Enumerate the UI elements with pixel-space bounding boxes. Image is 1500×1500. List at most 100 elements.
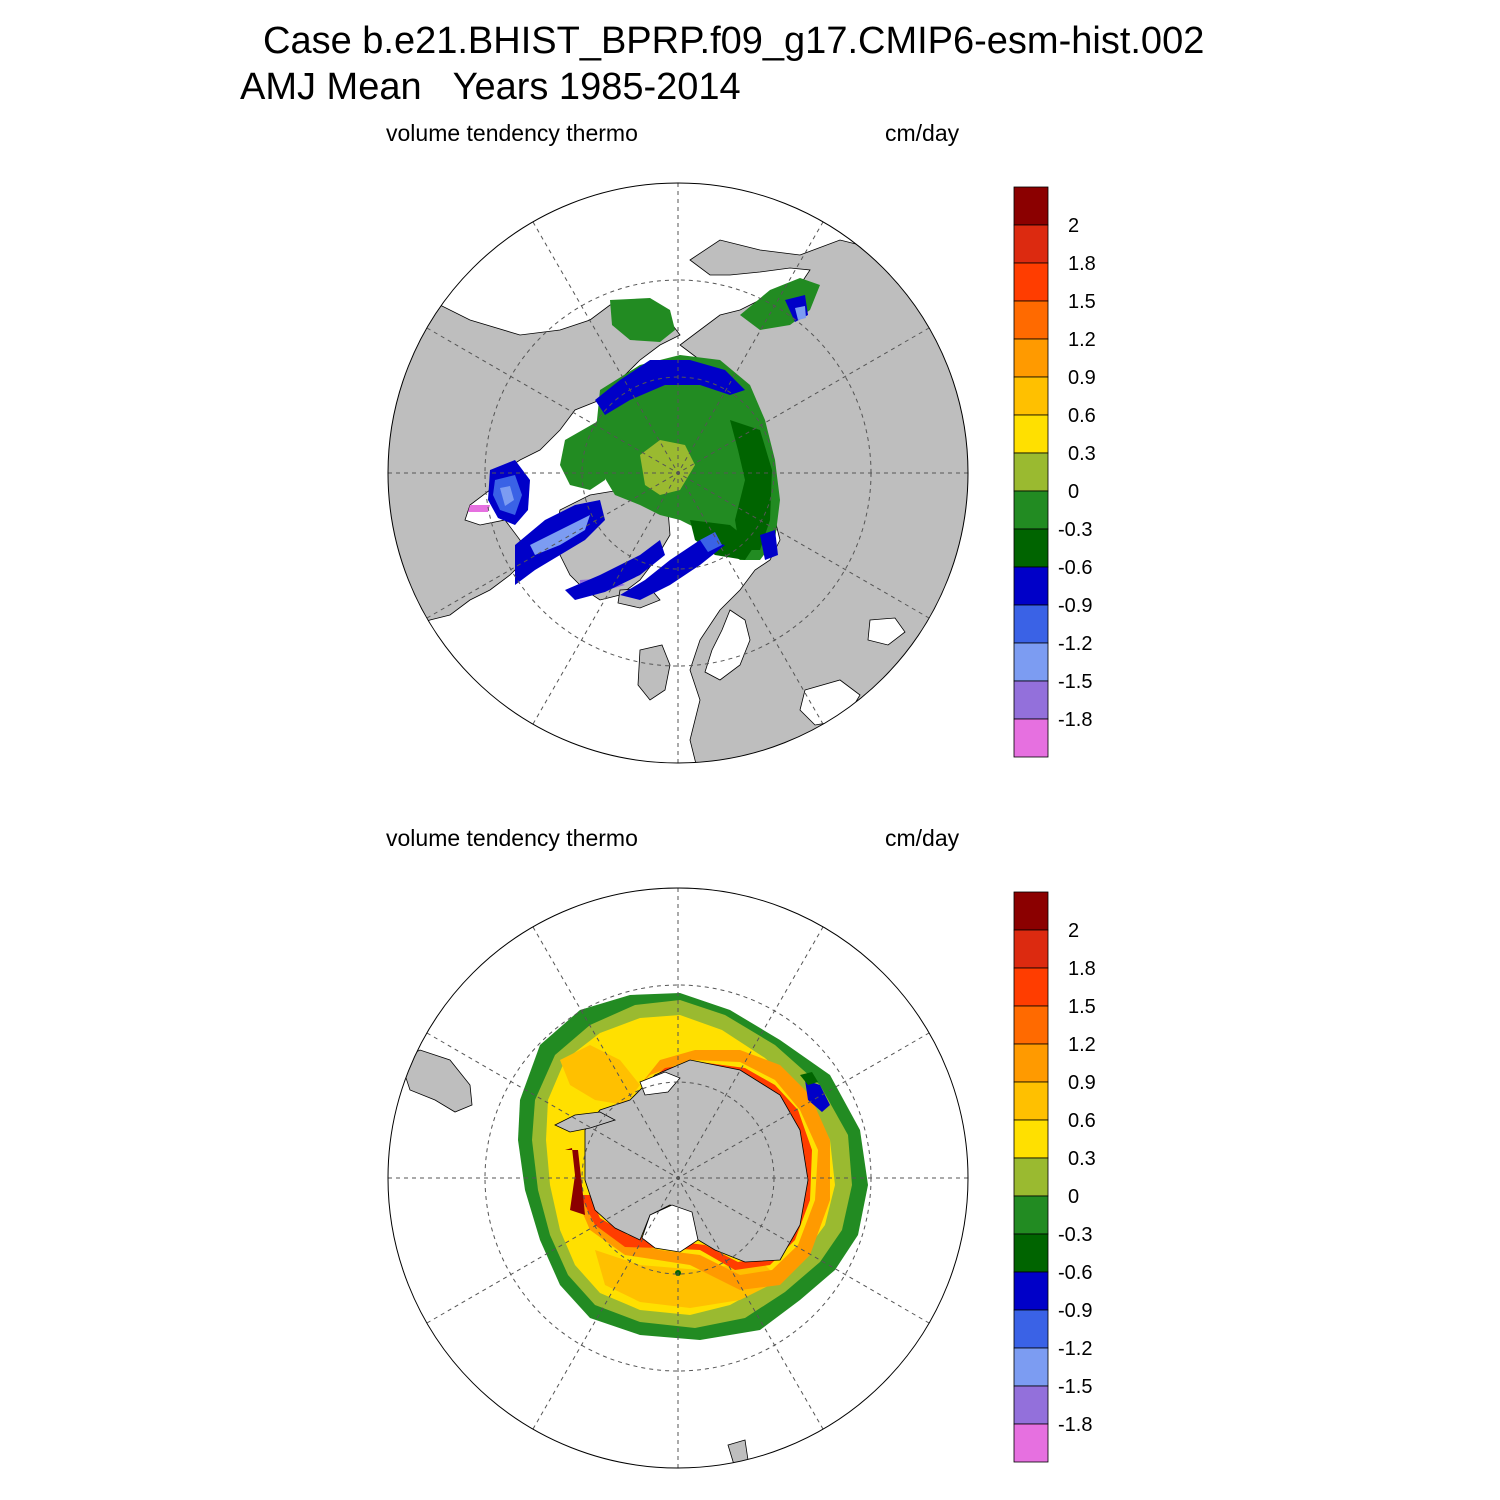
nh-colorbar-box-1 bbox=[1013, 224, 1049, 264]
nh-colorbar-label-1: 1.8 bbox=[1068, 253, 1096, 275]
sh-ross-ice-shelf bbox=[641, 1204, 699, 1253]
sh-ice-coast-darkred-left bbox=[565, 1148, 585, 1215]
nh-colorbar-label-13: -1.8 bbox=[1058, 709, 1092, 731]
sh-colorbar-box-5 bbox=[1013, 1081, 1049, 1121]
nh-colorbar-box-9 bbox=[1013, 528, 1049, 568]
sh-colorbar-box-4 bbox=[1013, 1043, 1049, 1083]
sh-colorbar: 2 1.8 1.5 1.2 0.9 0.6 0.3 0 -0.3 -0.6 -0.9 -1.2 -1.5… bbox=[1013, 891, 1096, 1463]
sh-colorbar-box-13 bbox=[1013, 1385, 1049, 1425]
nh-colorbar-label-7: 0 bbox=[1068, 481, 1079, 503]
nh-colorbar-box-14 bbox=[1013, 718, 1049, 758]
nh-ice-blue-rim-top bbox=[595, 360, 745, 415]
sh-map-border bbox=[387, 887, 969, 1469]
nh-ice-blue-patch-right bbox=[700, 532, 722, 552]
sh-colorbar-label-9: -0.6 bbox=[1058, 1262, 1092, 1284]
nh-colorbar-box-4 bbox=[1013, 338, 1049, 378]
sh-colorbar-box-2 bbox=[1013, 967, 1049, 1007]
nh-colorbar-box-6 bbox=[1013, 414, 1049, 454]
nh-colorbar-label-9: -0.6 bbox=[1058, 557, 1092, 579]
sh-colorbar-box-14 bbox=[1013, 1423, 1049, 1463]
nh-colorbar-box-13 bbox=[1013, 680, 1049, 720]
sh-variable-label: volume tendency thermo bbox=[386, 825, 638, 851]
nh-land-north-america bbox=[388, 299, 681, 641]
nh-colorbar-label-4: 0.9 bbox=[1068, 367, 1096, 389]
sh-colorbar-label-12: -1.5 bbox=[1058, 1376, 1092, 1398]
sh-ice-orange-light bbox=[560, 1045, 640, 1105]
nh-colorbar-box-0 bbox=[1013, 186, 1049, 226]
nh-ice-blue-rim-right bbox=[760, 530, 778, 560]
nh-colorbar-box-5 bbox=[1013, 376, 1049, 416]
nh-map-content bbox=[388, 239, 968, 763]
nh-graticule bbox=[388, 183, 968, 763]
sh-colorbar-box-3 bbox=[1013, 1005, 1049, 1045]
sh-graticule bbox=[388, 888, 968, 1468]
sh-colorbar-box-0 bbox=[1013, 891, 1049, 931]
period-title: AMJ Mean Years 1985-2014 bbox=[240, 66, 741, 108]
nh-map-border bbox=[387, 182, 969, 764]
nh-colorbar-box-12 bbox=[1013, 642, 1049, 682]
nh-colorbar-label-12: -1.5 bbox=[1058, 671, 1092, 693]
nh-colorbar-label-10: -0.9 bbox=[1058, 595, 1092, 617]
nh-land-eurasia bbox=[679, 239, 968, 763]
sh-colorbar-box-12 bbox=[1013, 1347, 1049, 1387]
sh-land-islands bbox=[727, 1439, 749, 1468]
nh-ice-center-light bbox=[640, 440, 695, 495]
sh-colorbar-label-10: -0.9 bbox=[1058, 1300, 1092, 1322]
sh-colorbar-label-6: 0.3 bbox=[1068, 1148, 1096, 1170]
nh-ice-dark-band-bottom bbox=[690, 520, 755, 560]
sh-units-label: cm/day bbox=[885, 825, 960, 851]
sh-colorbar-box-9 bbox=[1013, 1233, 1049, 1273]
nh-ice-hudson-pink bbox=[468, 505, 490, 512]
sh-ice-dark-green-patch bbox=[800, 1072, 818, 1085]
nh-variable-label: volume tendency thermo bbox=[386, 120, 638, 146]
nh-colorbar-label-6: 0.3 bbox=[1068, 443, 1096, 465]
sh-ice-blue-patch bbox=[805, 1080, 830, 1112]
sh-colorbar-label-5: 0.6 bbox=[1068, 1110, 1096, 1132]
sh-colorbar-label-7: 0 bbox=[1068, 1186, 1079, 1208]
nh-colorbar-box-3 bbox=[1013, 300, 1049, 340]
nh-polar-map bbox=[387, 182, 969, 764]
sh-colorbar-box-6 bbox=[1013, 1119, 1049, 1159]
sh-colorbar-box-7 bbox=[1013, 1157, 1049, 1197]
nh-colorbar-label-2: 1.5 bbox=[1068, 291, 1096, 313]
nh-colorbar-box-8 bbox=[1013, 490, 1049, 530]
sh-colorbar-label-11: -1.2 bbox=[1058, 1338, 1092, 1360]
nh-colorbar-label-8: -0.3 bbox=[1058, 519, 1092, 541]
nh-colorbar-label-0: 2 bbox=[1068, 215, 1079, 237]
sh-colorbar-label-4: 0.9 bbox=[1068, 1072, 1096, 1094]
sh-colorbar-label-13: -1.8 bbox=[1058, 1414, 1092, 1436]
nh-colorbar-label-5: 0.6 bbox=[1068, 405, 1096, 427]
sh-colorbar-box-11 bbox=[1013, 1309, 1049, 1349]
sh-colorbar-box-10 bbox=[1013, 1271, 1049, 1311]
nh-ice-hudson-light bbox=[500, 486, 514, 506]
nh-ice-bering bbox=[610, 298, 675, 342]
sh-colorbar-box-1 bbox=[1013, 929, 1049, 969]
case-title: Case b.e21.BHIST_BPRP.f09_g17.CMIP6-esm-… bbox=[263, 20, 1205, 62]
nh-colorbar-box-11 bbox=[1013, 604, 1049, 644]
nh-ice-dark-band-right bbox=[730, 420, 772, 550]
sh-colorbar-label-3: 1.2 bbox=[1068, 1034, 1096, 1056]
nh-land-uk bbox=[637, 644, 671, 701]
nh-ice-okhotsk-light bbox=[795, 306, 806, 320]
sh-colorbar-label-8: -0.3 bbox=[1058, 1224, 1092, 1246]
sh-polar-map bbox=[387, 887, 969, 1469]
nh-ice-blue-rim-bottom bbox=[620, 540, 725, 600]
nh-ice-baffin-light bbox=[530, 515, 590, 555]
sh-colorbar-label-1: 1.8 bbox=[1068, 958, 1096, 980]
nh-colorbar-box-10 bbox=[1013, 566, 1049, 606]
nh-colorbar-label-11: -1.2 bbox=[1058, 633, 1092, 655]
nh-colorbar-box-2 bbox=[1013, 262, 1049, 302]
sh-colorbar-label-2: 1.5 bbox=[1068, 996, 1096, 1018]
sh-land-antarctic-peninsula bbox=[554, 1111, 617, 1133]
sh-map-content bbox=[399, 993, 868, 1468]
nh-colorbar-box-7 bbox=[1013, 452, 1049, 492]
sh-colorbar-label-0: 2 bbox=[1068, 920, 1079, 942]
sh-colorbar-box-8 bbox=[1013, 1195, 1049, 1235]
nh-colorbar-label-3: 1.2 bbox=[1068, 329, 1096, 351]
sh-land-antarctica bbox=[584, 1059, 809, 1263]
nh-ice-greenland-east-blue bbox=[565, 540, 665, 600]
sh-land-south-america bbox=[399, 1049, 473, 1113]
nh-units-label: cm/day bbox=[885, 120, 960, 146]
nh-black-sea bbox=[867, 617, 906, 646]
